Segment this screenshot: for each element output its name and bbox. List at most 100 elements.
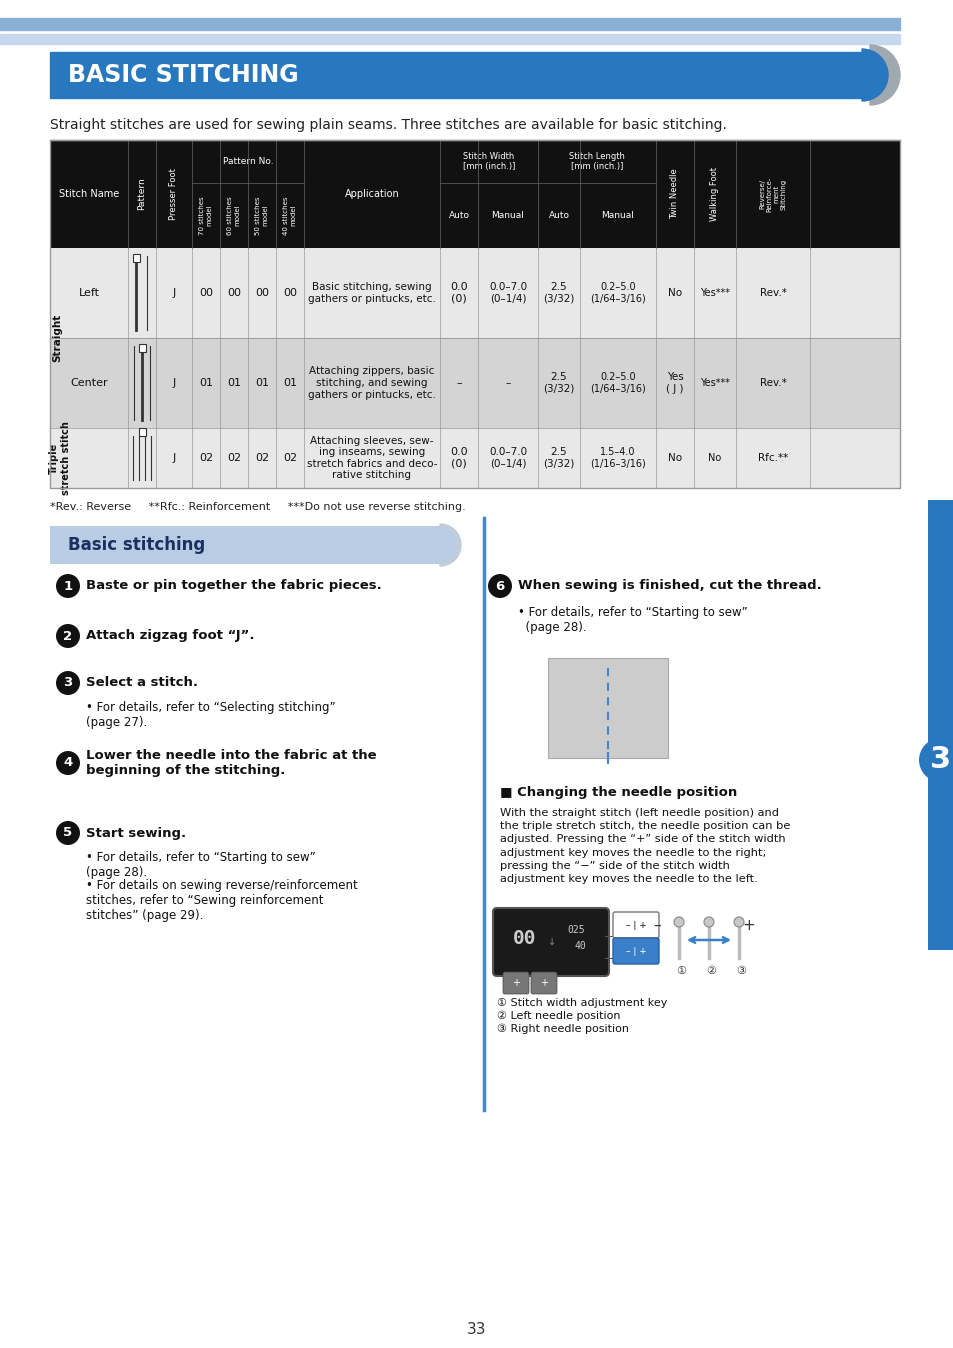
Text: 40: 40 [575,941,586,950]
Text: 60 stitches
model: 60 stitches model [227,197,240,235]
Text: J: J [172,288,175,298]
Wedge shape [862,49,887,101]
Circle shape [918,737,953,782]
Text: 0.0–7.0
(0–1/4): 0.0–7.0 (0–1/4) [489,282,526,303]
Text: 01: 01 [254,377,269,388]
Text: Reverse/
Reinforce-
ment
Stitching: Reverse/ Reinforce- ment Stitching [759,177,785,212]
Text: – | +: – | + [625,921,646,930]
Text: 01: 01 [283,377,296,388]
Text: • For details, refer to “Selecting stitching”
(page 27).: • For details, refer to “Selecting stitc… [86,701,335,729]
Text: Baste or pin together the fabric pieces.: Baste or pin together the fabric pieces. [86,580,381,593]
Text: –: – [456,377,461,388]
Text: 2.5
(3/32): 2.5 (3/32) [543,448,574,469]
Text: ③ Right needle position: ③ Right needle position [497,1024,628,1034]
Bar [0,18,899,30]
Text: 0.0–7.0
(0–1/4): 0.0–7.0 (0–1/4) [489,448,526,469]
Text: Pattern: Pattern [137,178,147,210]
Text: Yes***: Yes*** [700,288,729,298]
Text: 01: 01 [227,377,241,388]
Text: 40 stitches
model: 40 stitches model [283,197,296,235]
Wedge shape [869,44,899,105]
Bar [50,248,899,338]
Text: • For details, refer to “Starting to sew”
(page 28).: • For details, refer to “Starting to sew… [86,851,315,879]
Text: Stitch Length
[mm (inch.)]: Stitch Length [mm (inch.)] [569,152,624,171]
Text: Start sewing.: Start sewing. [86,826,186,840]
Circle shape [673,917,683,927]
Circle shape [733,917,743,927]
Text: 2.5
(3/32): 2.5 (3/32) [543,282,574,303]
Text: 00: 00 [254,288,269,298]
Text: • For details, refer to “Starting to sew”
  (page 28).: • For details, refer to “Starting to sew… [517,607,747,634]
Text: 02: 02 [227,453,241,462]
Text: With the straight stitch (left needle position) and
the triple stretch stitch, t: With the straight stitch (left needle po… [499,807,789,884]
Bar [50,53,869,98]
Circle shape [56,574,80,599]
Text: Rev.*: Rev.* [759,377,785,388]
Text: Stitch Name: Stitch Name [59,189,119,200]
Text: Attach zigzag foot “J”.: Attach zigzag foot “J”. [86,630,254,643]
Text: –: – [653,918,660,933]
Text: Yes
( J ): Yes ( J ) [665,372,683,394]
Text: Center: Center [71,377,108,388]
Text: Basic stitching: Basic stitching [68,537,205,554]
Text: Manual: Manual [491,212,524,220]
Bar [139,344,146,352]
FancyBboxPatch shape [531,972,557,993]
Text: J: J [172,377,175,388]
Text: 3: 3 [929,745,950,775]
Text: Auto: Auto [548,212,569,220]
Text: 3: 3 [63,677,72,689]
Text: Rfc.**: Rfc.** [757,453,787,462]
Text: –: – [540,996,546,1006]
Text: 02: 02 [199,453,213,462]
Text: 00: 00 [283,288,296,298]
Text: 33: 33 [467,1322,486,1337]
Bar [50,338,899,429]
Text: 1.5–4.0
(1/16–3/16): 1.5–4.0 (1/16–3/16) [590,448,645,469]
Bar [547,658,667,758]
FancyBboxPatch shape [613,913,659,938]
Bar [50,140,899,488]
Bar [50,140,899,248]
Text: 0.2–5.0
(1/64–3/16): 0.2–5.0 (1/64–3/16) [590,282,645,303]
Text: ② Left needle position: ② Left needle position [497,1011,619,1022]
Wedge shape [437,528,455,562]
Text: • For details on sewing reverse/reinforcement
stitches, refer to “Sewing reinfor: • For details on sewing reverse/reinforc… [86,879,357,922]
Text: *Rev.: Reverse     **Rfc.: Reinforcement     ***Do not use reverse stitching.: *Rev.: Reverse **Rfc.: Reinforcement ***… [50,501,465,512]
Text: Lower the needle into the fabric at the
beginning of the stitching.: Lower the needle into the fabric at the … [86,749,376,776]
Text: Straight stitches are used for sewing plain seams. Three stitches are available : Straight stitches are used for sewing pl… [50,119,726,132]
Text: Pattern No.: Pattern No. [222,156,273,166]
Text: +: + [512,979,519,988]
FancyBboxPatch shape [493,909,608,976]
Bar [50,429,899,488]
Text: BASIC STITCHING: BASIC STITCHING [68,63,298,88]
Circle shape [56,751,80,775]
Text: Auto: Auto [448,212,469,220]
Text: 2: 2 [63,630,72,643]
Text: ↓: ↓ [547,937,556,948]
Text: J: J [172,453,175,462]
Bar [0,34,899,44]
Text: –: – [513,996,518,1006]
Text: +: + [741,918,755,933]
Text: 025: 025 [566,925,584,936]
Text: 0.2–5.0
(1/64–3/16): 0.2–5.0 (1/64–3/16) [590,372,645,394]
Text: Rev.*: Rev.* [759,288,785,298]
Text: Left: Left [78,288,99,298]
Text: 02: 02 [254,453,269,462]
Text: Stitch Width
[mm (inch.)]: Stitch Width [mm (inch.)] [462,152,515,171]
Text: Twin Needle: Twin Needle [670,168,679,220]
Text: 4: 4 [63,756,72,770]
Circle shape [703,917,713,927]
Bar [50,526,439,563]
Text: 70 stitches
model: 70 stitches model [199,197,213,235]
Text: ③: ③ [735,967,745,976]
Text: Basic stitching, sewing
gathers or pintucks, etc.: Basic stitching, sewing gathers or pintu… [308,282,436,303]
Text: ①: ① [676,967,685,976]
Text: 02: 02 [283,453,296,462]
Text: 5: 5 [63,826,72,840]
Text: Attaching sleeves, sew-
ing inseams, sewing
stretch fabrics and deco-
rative sti: Attaching sleeves, sew- ing inseams, sew… [307,435,436,480]
Text: 50 stitches
model: 50 stitches model [255,197,268,235]
Text: 1: 1 [63,580,72,593]
Text: 6: 6 [495,580,504,593]
